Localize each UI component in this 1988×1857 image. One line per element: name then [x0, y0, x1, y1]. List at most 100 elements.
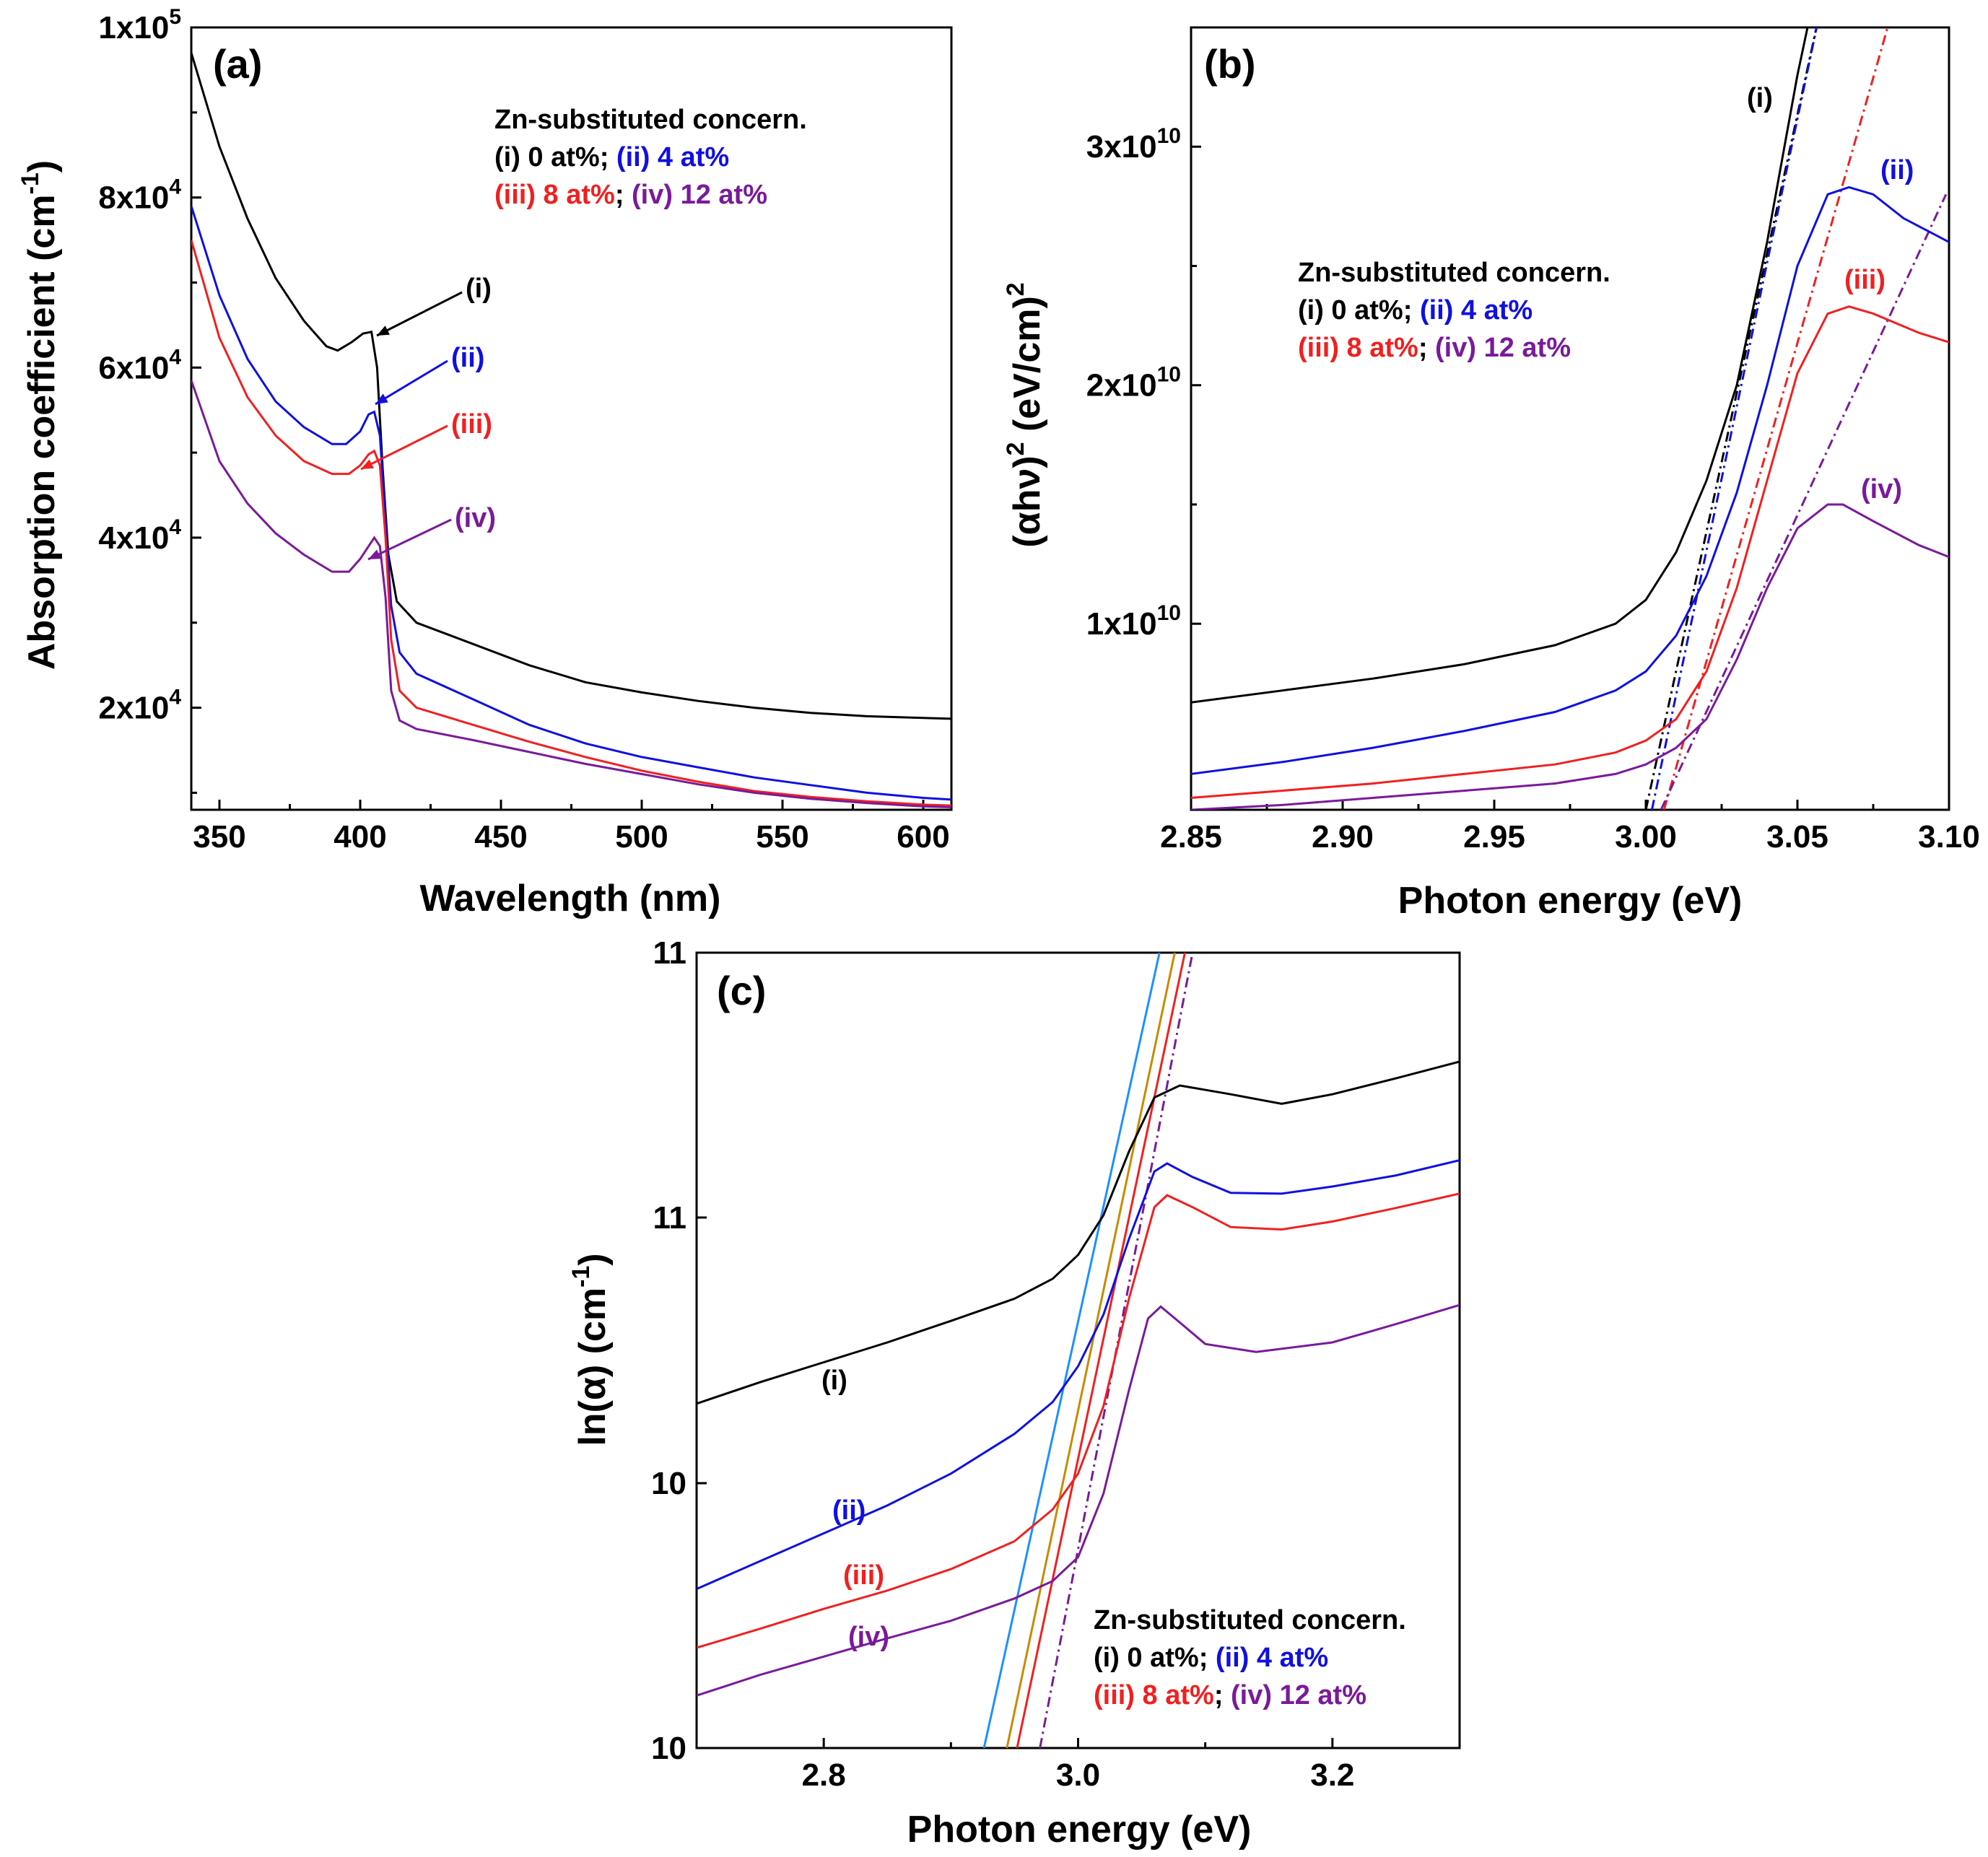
series-line-i: [1191, 27, 1809, 704]
y-tick-label: 11: [653, 935, 686, 971]
series-line-iv: [1191, 503, 1949, 810]
curve-label-iv: (iv): [455, 503, 496, 533]
legend-line: (i) 0 at%; (ii) 4 at%: [1298, 295, 1533, 325]
series-line-ii: [1191, 185, 1949, 775]
y-title-sup: -1: [17, 172, 44, 194]
y-tick-label: 8x104: [98, 175, 181, 216]
fit-line-iv: [1660, 193, 1948, 810]
legend-entry-ii: (ii) 4 at%: [1216, 1643, 1328, 1673]
y-axis-title: (αhν)2 (eV/cm)2: [1002, 282, 1048, 547]
legend-entry-i: ;: [1199, 1643, 1216, 1673]
x-tick-label: 450: [474, 819, 527, 855]
x-axis-title: Photon energy (eV): [907, 1809, 1252, 1851]
series-line-i: [697, 1060, 1460, 1405]
y-tick-label: 3x1010: [1086, 124, 1181, 165]
arrow-shaft-iii: [360, 424, 448, 471]
panel-b-tauc-plot: 2.85 2.90 2.95 3.00 3.05 3.101x10102x10103x10…: [1002, 26, 1980, 922]
y-tick-label: 10: [651, 1466, 686, 1501]
legend-line: (iii) 8 at%; (iv) 12 at%: [1298, 333, 1571, 363]
arrow-head-i: [377, 325, 390, 336]
legend-title: Zn-substituted concern.: [494, 105, 807, 135]
arrow-shaft-iv: [367, 518, 452, 561]
legend-line: (iii) 8 at%; (iv) 12 at%: [1094, 1680, 1366, 1710]
y-tick-label: 2x104: [98, 686, 181, 726]
y-tick-label: 6x104: [98, 345, 181, 385]
curve-label-ii: (ii): [1880, 155, 1914, 185]
y-tick-exponent: 10: [1157, 363, 1181, 387]
series-line-iii: [191, 240, 951, 807]
x-axis-title: Photon energy (eV): [1398, 880, 1743, 922]
y-axis-title: ln(α) (cm-1): [567, 1253, 614, 1446]
y-tick-exponent: 4: [169, 515, 181, 539]
series-line-ii: [191, 205, 951, 801]
curve-label-iv: (iv): [848, 1622, 889, 1652]
panel-c-urbach-plot: 2.8 3.0 3.2 10 10 11 11 Photon energy (eV) ln(α)…: [567, 935, 1461, 1851]
arrow-shaft-i: [376, 291, 463, 337]
legend: Zn-substituted concern. (i) 0 at%; (ii) 4…: [1094, 1605, 1406, 1710]
y-tick-label: 4x104: [98, 515, 181, 556]
legend: Zn-substituted concern. (i) 0 at%; (ii) 4…: [1298, 258, 1610, 363]
legend-entry-i: (i) 0 at%: [494, 142, 600, 172]
legend-line: (iii) 8 at%; (iv) 12 at%: [494, 180, 767, 210]
y-title-main: Absorption coefficient (cm: [21, 194, 63, 670]
x-tick-label: 350: [193, 819, 245, 855]
legend-entry-i: (i) 0 at%: [1094, 1643, 1199, 1673]
fit-line-iii: [1016, 953, 1186, 1748]
legend-entry-i: ;: [615, 180, 632, 210]
x-tick-label: 400: [333, 819, 386, 855]
legend-entry-i: ;: [1214, 1680, 1231, 1710]
legend-entry-ii: (ii) 4 at%: [1420, 295, 1533, 325]
legend-entry-i: ;: [600, 142, 616, 172]
legend-entry-i: (i) 0 at%: [1298, 295, 1403, 325]
y-tick-base: 8x10: [98, 180, 169, 216]
legend-line: (i) 0 at%; (ii) 4 at%: [494, 142, 729, 172]
x-tick-label: 500: [615, 819, 668, 855]
series-line-ii: [697, 1159, 1460, 1590]
x-tick-label: 3.0: [1056, 1757, 1100, 1793]
x-axis-title: Wavelength (nm): [420, 878, 721, 919]
plot-area: [1191, 27, 1949, 810]
fit-line-fit_iii_c: [1006, 953, 1176, 1748]
plot-area: [697, 953, 1460, 1748]
arrow-head-iii: [361, 459, 374, 469]
y-tick-label: 1x105: [98, 5, 181, 45]
x-tick-label: 2.95: [1463, 819, 1525, 855]
arrow-shaft-ii: [375, 359, 448, 406]
y-tick-base: 2x10: [98, 691, 169, 726]
fit-line-iii: [1662, 27, 1889, 810]
arrow-head-iv: [368, 549, 381, 559]
plot-area: [191, 52, 951, 808]
legend-entry-i: ;: [1403, 295, 1420, 325]
legend-entry-iii: (iii) 8 at%: [494, 180, 615, 210]
x-tick-label: 3.2: [1310, 1757, 1354, 1793]
y-tick-exponent: 5: [169, 5, 181, 29]
y-tick-exponent: 10: [1157, 124, 1181, 148]
curve-label-iii: (iii): [843, 1560, 884, 1591]
x-tick-label: 600: [897, 819, 949, 855]
curve-label-i: (i): [821, 1366, 847, 1396]
curve-label-i: (i): [466, 274, 492, 304]
x-tick-label: 2.85: [1160, 819, 1222, 855]
series-line-iv: [191, 380, 951, 808]
legend-title: Zn-substituted concern.: [1094, 1605, 1406, 1635]
x-tick-label: 2.8: [802, 1757, 846, 1793]
y-tick-base: 3x10: [1086, 129, 1157, 165]
curve-label-iii: (iii): [1844, 265, 1885, 295]
y-tick-exponent: 4: [169, 345, 181, 369]
legend-entry-i: ;: [1418, 333, 1435, 363]
series-line-iii: [697, 1192, 1460, 1649]
x-tick-label: 3.05: [1766, 819, 1828, 855]
panel-tag: (c): [717, 968, 766, 1013]
y-title-mid: (eV/cm): [1006, 296, 1048, 442]
curve-label-ii: (ii): [832, 1495, 866, 1526]
y-tick-label: 2x1010: [1086, 363, 1181, 403]
x-tick-label: 3.10: [1918, 819, 1980, 855]
legend-entry-ii: (ii) 4 at%: [616, 142, 729, 172]
arrow-head-ii: [375, 393, 388, 404]
y-title-main: ln(α) (cm: [572, 1288, 614, 1446]
y-tick-base: 2x10: [1086, 368, 1157, 403]
legend-line: (i) 0 at%; (ii) 4 at%: [1094, 1643, 1328, 1673]
legend-entry-iv: (iv) 12 at%: [1435, 333, 1571, 363]
y-title-sup: -1: [567, 1266, 595, 1288]
y-title-main: (αhν): [1006, 455, 1048, 547]
